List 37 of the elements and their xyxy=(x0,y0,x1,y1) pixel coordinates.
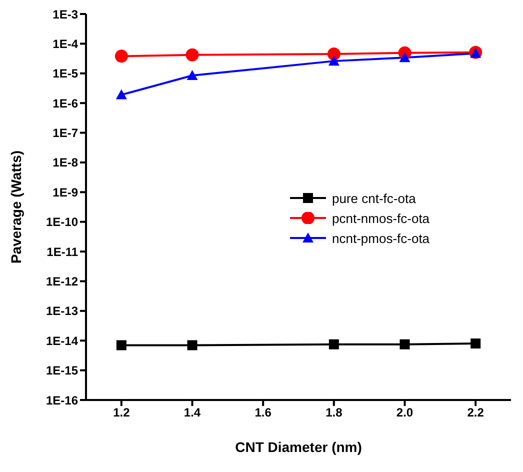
point xyxy=(328,339,339,350)
point xyxy=(186,48,199,62)
point xyxy=(187,340,198,350)
x-axis-title: CNT Diameter (nm) xyxy=(235,439,362,455)
y-tick-label: 1E-11 xyxy=(46,244,78,259)
point xyxy=(399,52,410,62)
y-tick-label: 1E-8 xyxy=(52,156,78,170)
y-tick-label: 1E-14 xyxy=(46,334,78,348)
y-tick-label: 1E-7 xyxy=(52,126,78,140)
legend-label: pcnt-nmos-fc-ota xyxy=(332,210,430,226)
point xyxy=(186,70,198,80)
point xyxy=(116,89,127,100)
y-tick-label: 1E-5 xyxy=(52,66,78,81)
x-tick-label: 2.2 xyxy=(467,406,484,420)
x-tick-label: 1.6 xyxy=(254,406,272,420)
x-tick-label: 2.0 xyxy=(396,406,414,420)
y-tick-label: 1E-6 xyxy=(52,96,78,110)
legend-label: ncnt-pmos-fc-ota xyxy=(332,230,430,246)
x-tick-label: 1.4 xyxy=(184,406,201,420)
y-axis-title: Paverage (Watts) xyxy=(8,150,24,264)
y-tick-label: 1E-12 xyxy=(46,274,78,288)
y-tick-label: 1E-13 xyxy=(46,304,78,318)
x-tick-label: 1.8 xyxy=(326,406,343,420)
y-tick-label: 1E-10 xyxy=(46,215,78,230)
point xyxy=(400,339,410,350)
legend-label: pure cnt-fc-ota xyxy=(332,190,416,206)
point xyxy=(470,338,481,348)
y-tick-label: 1E-16 xyxy=(46,393,78,408)
x-tick-label: 1.2 xyxy=(113,406,130,420)
point xyxy=(116,340,126,350)
point xyxy=(114,50,128,63)
y-tick-label: 1E-15 xyxy=(46,364,78,378)
y-tick-label: 1E-9 xyxy=(52,185,78,200)
y-tick-label: 1E-4 xyxy=(52,36,78,51)
y-tick-label: 1E-3 xyxy=(52,7,78,22)
point xyxy=(328,56,340,66)
point xyxy=(327,47,340,60)
